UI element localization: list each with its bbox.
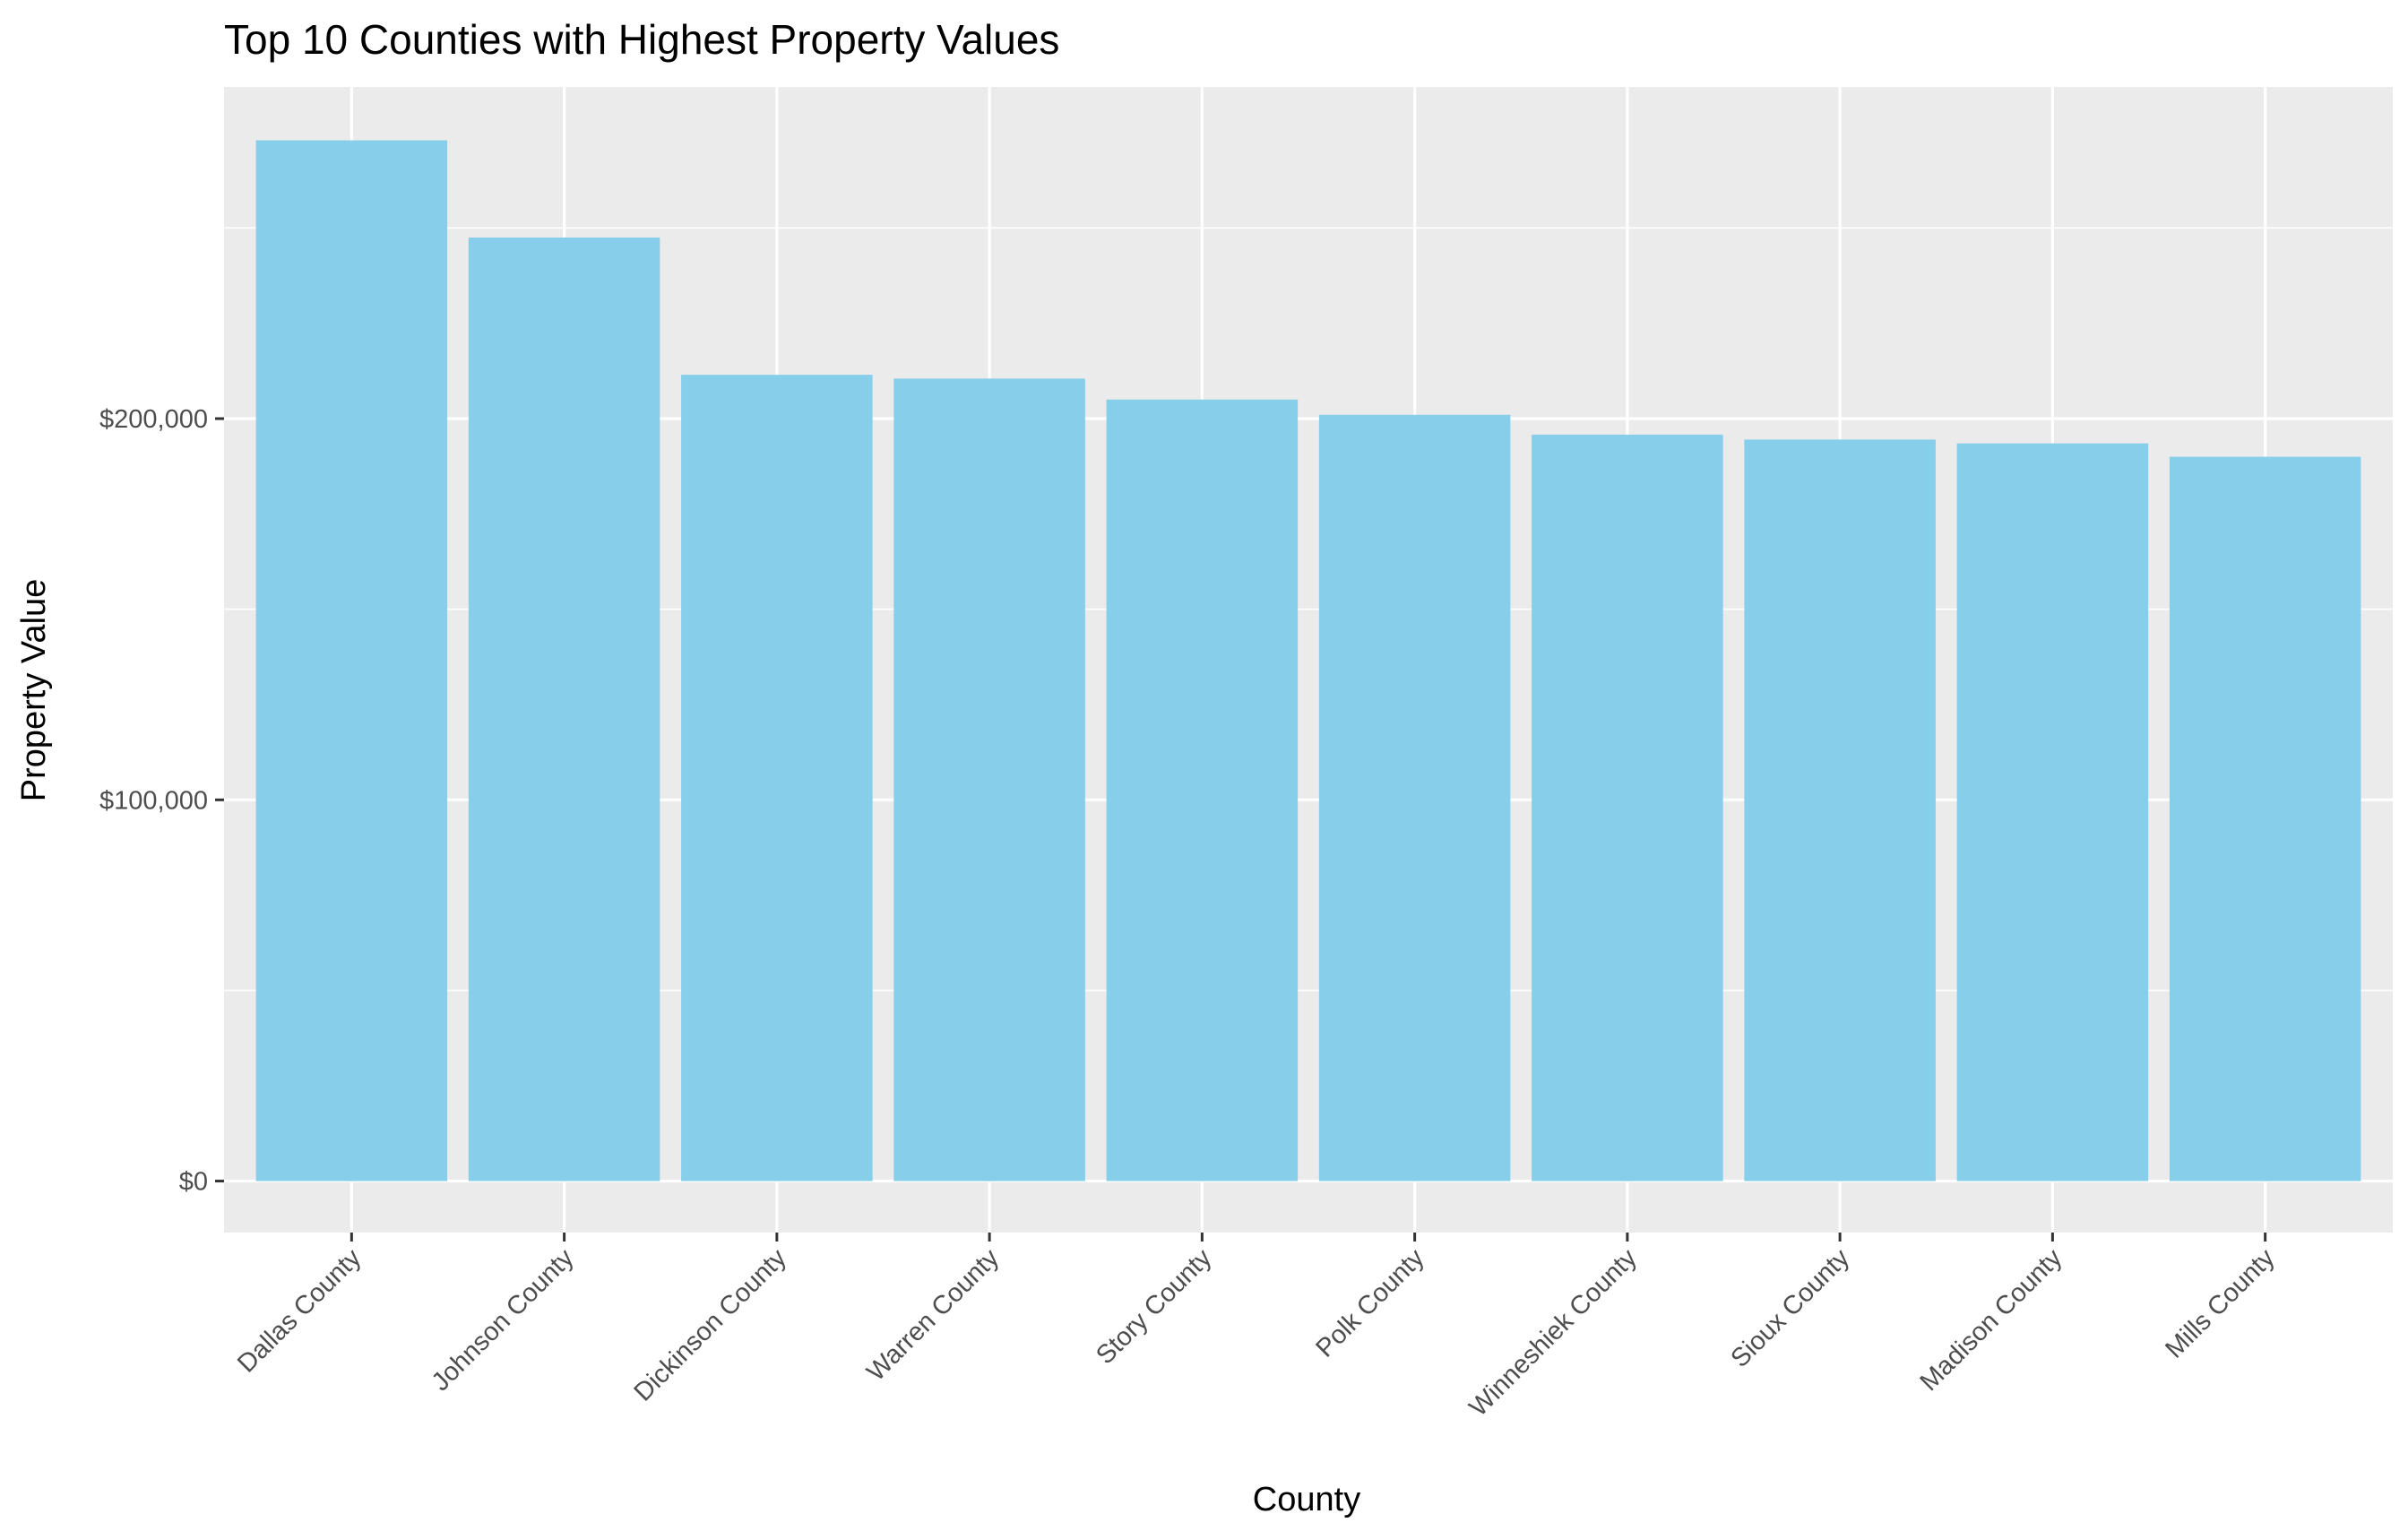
bar bbox=[1956, 443, 2149, 1181]
y-axis: $0 $100,000 $200,000 bbox=[99, 405, 224, 1197]
y-tick-label: $100,000 bbox=[99, 786, 208, 815]
y-tick-label: $200,000 bbox=[99, 405, 208, 434]
bars bbox=[255, 140, 2361, 1181]
bar bbox=[681, 375, 873, 1181]
bar bbox=[468, 237, 660, 1181]
bar bbox=[1744, 439, 1936, 1181]
bar bbox=[1532, 434, 1723, 1181]
bar bbox=[255, 140, 448, 1181]
x-axis-title: County bbox=[1253, 1481, 1360, 1518]
y-axis-title: Property Value bbox=[15, 579, 53, 802]
bar bbox=[1106, 399, 1299, 1181]
chart-title: Top 10 Counties with Highest Property Va… bbox=[224, 16, 1059, 63]
bar bbox=[2169, 456, 2361, 1181]
bar bbox=[893, 378, 1085, 1181]
bar bbox=[1318, 414, 1511, 1181]
y-tick-label: $0 bbox=[179, 1168, 208, 1197]
